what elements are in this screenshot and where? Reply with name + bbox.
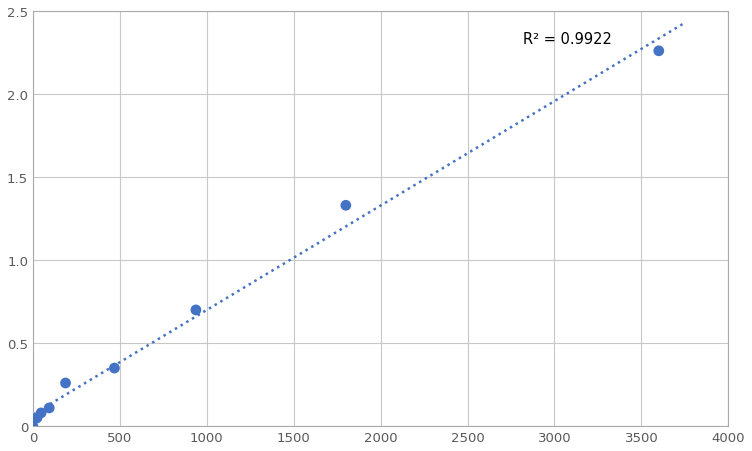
Point — [43, 405, 55, 412]
Point — [340, 202, 352, 209]
Text: R² = 0.9922: R² = 0.9922 — [523, 32, 612, 47]
Point — [190, 307, 202, 314]
Point — [108, 365, 120, 372]
Point — [653, 48, 665, 55]
Point — [35, 410, 47, 417]
Point — [31, 414, 43, 422]
Point — [59, 380, 71, 387]
Point — [27, 423, 39, 430]
